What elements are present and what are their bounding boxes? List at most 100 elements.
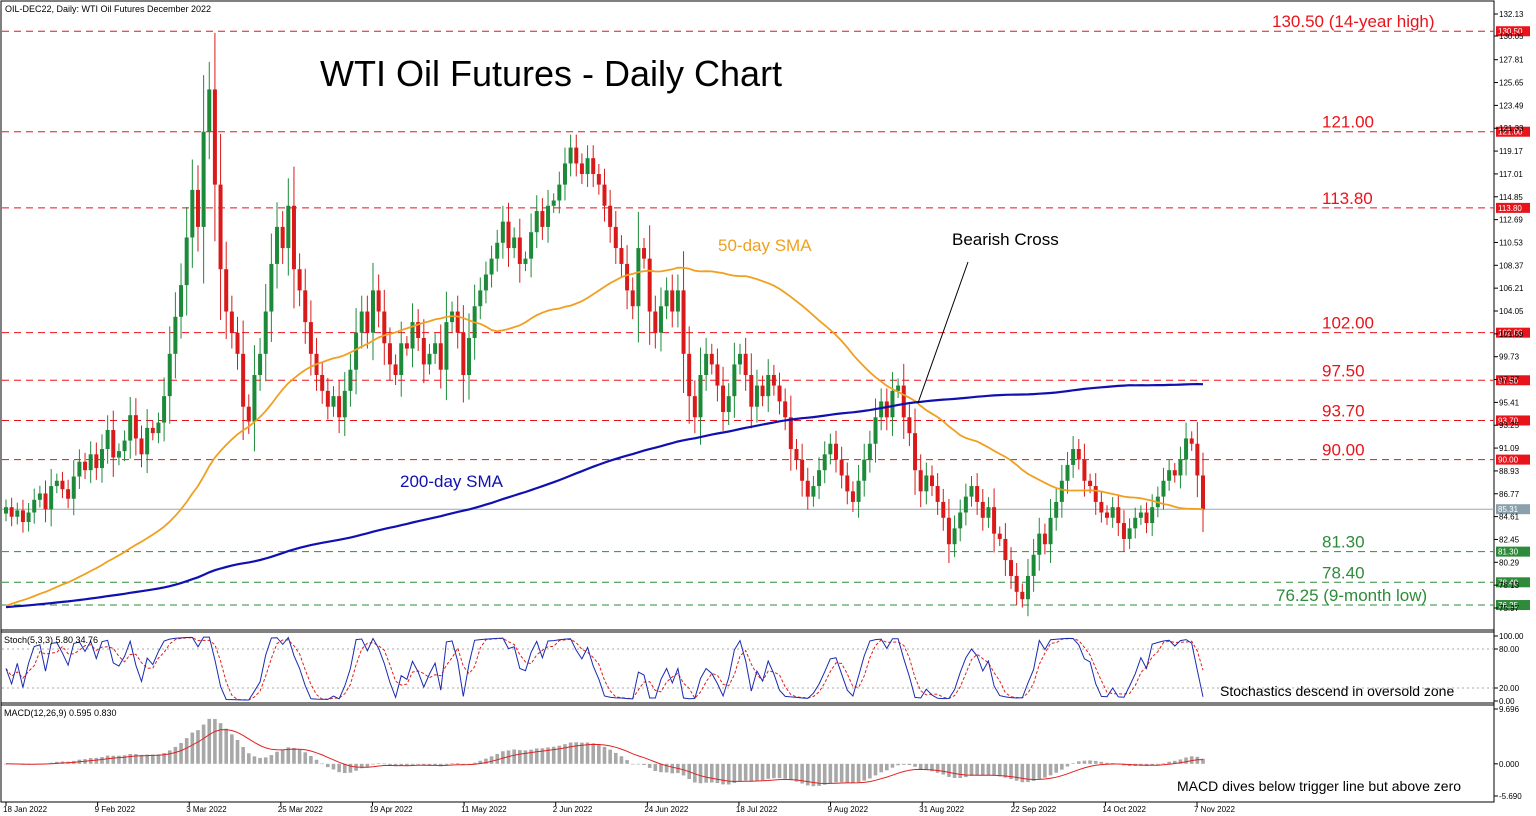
candle-body	[907, 417, 912, 434]
level-label: 113.80	[1322, 189, 1373, 208]
candle-body	[173, 316, 178, 354]
macd-signal-line	[5, 729, 1204, 785]
candle-body	[427, 353, 432, 365]
candle-body	[337, 396, 342, 418]
candle-body	[602, 184, 607, 206]
macd-bar	[839, 763, 844, 783]
macd-bar	[851, 763, 855, 784]
candle-body	[179, 285, 184, 317]
candle-body	[1172, 470, 1177, 476]
macd-bar	[1150, 763, 1154, 766]
macd-tick-label: 9.696	[1499, 705, 1520, 714]
candle-body	[1144, 512, 1149, 524]
candle-body	[817, 470, 822, 487]
macd-bar	[309, 755, 313, 764]
macd-bar	[1043, 763, 1047, 778]
macd-bar	[472, 762, 477, 764]
level-tag-label: 121.00	[1498, 128, 1523, 137]
macd-bar	[1099, 761, 1104, 764]
macd-bar	[862, 763, 867, 781]
price-tick-label: 84.61	[1499, 513, 1520, 522]
candle-body	[224, 269, 229, 312]
macd-bar	[1065, 763, 1070, 767]
candle-body	[788, 417, 793, 450]
macd-bar	[534, 748, 539, 764]
level-tag	[1496, 26, 1530, 37]
macd-bar	[117, 755, 121, 764]
candle-body	[523, 258, 528, 264]
candle-body	[766, 374, 771, 397]
price-tick-label: 80.29	[1499, 558, 1520, 567]
time-axis: 18 Jan 2022 9 Feb 2022 3 Mar 2022 25 Mar 20…	[3, 802, 1235, 814]
macd-bar	[105, 755, 110, 764]
candle-body	[1195, 443, 1200, 476]
candle-body	[721, 385, 726, 413]
macd-bar	[269, 755, 274, 764]
macd-bar	[580, 742, 584, 764]
candle-body	[856, 480, 861, 502]
level-tag-label: 102.00	[1498, 329, 1523, 338]
macd-bar	[388, 763, 392, 765]
macd-bar	[179, 742, 183, 764]
macd-label: MACD(12,26,9) 0.595 0.830	[4, 708, 117, 718]
macd-bar	[94, 757, 99, 764]
macd-bar	[602, 746, 607, 764]
candle-body	[873, 417, 878, 444]
level-tag-label: 130.50	[1498, 27, 1523, 36]
level-tag-label: 90.00	[1498, 456, 1519, 465]
candle-body	[105, 429, 110, 450]
macd-bar	[297, 749, 302, 764]
price-tick-label: 91.09	[1499, 444, 1520, 453]
macd-bar	[1071, 763, 1075, 764]
macd-bar	[890, 763, 895, 768]
candle-body	[145, 427, 150, 455]
candle-body	[862, 459, 867, 481]
macd-bar	[918, 763, 923, 770]
price-tick-label: 99.73	[1499, 353, 1520, 362]
macd-bar	[789, 763, 793, 781]
candle-body	[1093, 486, 1098, 502]
macd-bar	[732, 763, 737, 784]
macd-bar	[365, 763, 370, 768]
macd-bar	[207, 718, 212, 764]
candle-body	[675, 290, 680, 312]
candle-body	[162, 396, 167, 423]
macd-bar	[523, 750, 528, 764]
price-tick-label: 86.77	[1499, 490, 1520, 499]
macd-bar	[478, 760, 483, 764]
macd-bar	[721, 763, 725, 785]
candle-body	[918, 470, 923, 492]
macd-bar	[743, 763, 748, 781]
macd-bar	[422, 763, 426, 766]
macd-bar	[111, 755, 116, 764]
candle-body	[195, 189, 200, 227]
level-tag	[1496, 327, 1530, 338]
price-tick-label: 114.85	[1499, 193, 1523, 202]
candle-body	[975, 486, 980, 502]
macd-bar	[1088, 760, 1092, 764]
sma50-annotation: 50-day SMA	[718, 236, 812, 255]
candle-body	[207, 89, 212, 132]
macd-bar	[156, 754, 161, 764]
macd-bar	[258, 757, 262, 764]
candle-body	[850, 491, 855, 502]
candle-body	[704, 353, 709, 375]
candle-body	[771, 374, 776, 386]
stochastic-panel: 100.00 80.00 20.00 0.00	[2, 632, 1524, 706]
macd-panel: 9.696 0.000 -5.690	[4, 705, 1522, 801]
candle-body	[1054, 501, 1059, 518]
price-tick-label: 119.17	[1499, 147, 1523, 156]
macd-bar	[405, 763, 409, 766]
candle-body	[235, 332, 240, 354]
macd-bar	[930, 763, 934, 772]
price-tick-label: 130.05	[1499, 32, 1524, 41]
candle-body	[681, 290, 686, 354]
candle-body	[1121, 523, 1126, 539]
candle-body	[71, 476, 76, 499]
level-tag-label: 76.25	[1498, 601, 1519, 610]
candle-body	[935, 486, 940, 502]
candle-body	[534, 211, 539, 233]
macd-bar	[263, 757, 268, 764]
candle-body	[529, 232, 534, 259]
macd-tick-label: 0.000	[1499, 760, 1520, 769]
